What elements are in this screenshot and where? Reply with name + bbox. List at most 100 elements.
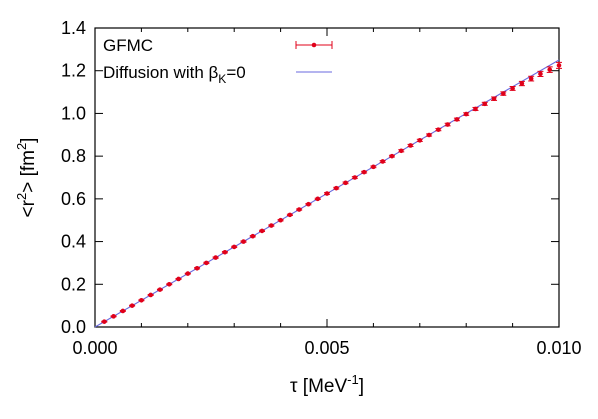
gfmc-marker (343, 180, 348, 186)
gfmc-point (194, 265, 201, 271)
gfmc-point (370, 164, 377, 170)
legend-entry-diffusion-label: Diffusion with βK=0 (103, 63, 246, 86)
gfmc-point (156, 287, 163, 292)
gfmc-point (147, 292, 154, 298)
gfmc-marker (176, 276, 181, 282)
gfmc-point (546, 66, 553, 73)
gfmc-marker (157, 287, 163, 292)
gfmc-point (101, 319, 108, 324)
gfmc-marker (315, 196, 321, 202)
gfmc-marker (148, 292, 153, 298)
gfmc-point (481, 101, 488, 107)
x-tick-label: 0.010 (536, 338, 581, 358)
gfmc-marker (333, 185, 339, 191)
gfmc-point (509, 86, 516, 91)
y-axis-label-sup: 2 (14, 193, 29, 200)
legend-entry-gfmc-label: GFMC (103, 36, 153, 55)
gfmc-point (500, 91, 507, 96)
gfmc-marker (241, 239, 246, 244)
y-tick-label: 0.0 (61, 317, 86, 337)
gfmc-marker (454, 117, 460, 122)
gfmc-point (212, 255, 219, 260)
x-tick-label: 0.000 (72, 338, 117, 358)
x-tick-label: 0.005 (304, 338, 349, 358)
gfmc-point (175, 276, 182, 282)
gfmc-point (231, 244, 238, 250)
gfmc-marker (436, 127, 441, 132)
tick-labels: 0.000 0.005 0.010 0.0 0.2 0.4 0.6 0.8 1.0 1.2 1.4 (61, 18, 582, 358)
legend-entry-gfmc-sample (295, 41, 333, 49)
gfmc-marker (287, 212, 293, 218)
x-axis-label-tail: ] (359, 376, 364, 397)
gfmc-marker (538, 71, 543, 77)
gfmc-point (361, 169, 368, 175)
gfmc-point (305, 201, 312, 207)
gfmc-marker (426, 132, 432, 138)
gfmc-point (203, 260, 210, 266)
gfmc-point (314, 196, 321, 202)
gfmc-marker (528, 76, 534, 81)
gfmc-marker (101, 319, 107, 324)
gfmc-point (379, 159, 386, 164)
gfmc-point (472, 106, 479, 112)
gfmc-point (388, 153, 395, 159)
gfmc-marker (222, 249, 228, 255)
gfmc-marker (482, 101, 488, 107)
gfmc-marker (491, 96, 497, 101)
gfmc-marker (306, 201, 311, 207)
gfmc-marker (463, 111, 469, 117)
gfmc-marker (389, 153, 395, 159)
gfmc-marker (129, 303, 135, 308)
gfmc-point (259, 228, 266, 234)
gfmc-marker (204, 260, 209, 266)
y-tick-label: 1.0 (61, 103, 86, 123)
y-tick-label: 0.8 (61, 146, 86, 166)
gfmc-marker (139, 298, 144, 303)
gfmc-marker (185, 271, 191, 276)
y-tick-label: 1.4 (61, 18, 86, 38)
gfmc-point (537, 70, 544, 77)
gfmc-marker (398, 148, 404, 154)
gfmc-marker (501, 91, 506, 96)
gfmc-marker (445, 122, 450, 127)
y-axis-label-sup2: 2 (14, 143, 29, 150)
y-tick-label: 0.6 (61, 189, 86, 209)
legend-entry-diffusion-tail: =0 (226, 63, 245, 82)
y-tick-label: 1.2 (61, 61, 86, 81)
gfmc-point (528, 75, 535, 82)
gfmc-point (342, 180, 349, 186)
gfmc-marker (324, 191, 330, 196)
legend-entry-diffusion-sub: K (218, 72, 226, 86)
gfmc-point (184, 271, 191, 276)
y-axis-label-mid: > [fm (18, 150, 39, 193)
gfmc-point (277, 217, 284, 223)
gfmc-point (444, 122, 451, 127)
gfmc-marker (352, 175, 358, 180)
y-tick-label: 0.2 (61, 274, 86, 294)
gfmc-marker (556, 63, 562, 68)
gfmc-point (398, 148, 405, 154)
gfmc-marker (371, 164, 376, 170)
legend-gfmc-marker (311, 42, 317, 48)
x-axis-label-base: τ [MeV (290, 376, 347, 397)
gfmc-point (166, 281, 173, 287)
gfmc-point (435, 127, 442, 132)
gfmc-point (119, 308, 126, 314)
gfmc-point (240, 239, 247, 244)
gfmc-marker (111, 314, 116, 319)
gfmc-marker (166, 281, 172, 287)
gfmc-marker (547, 67, 553, 72)
y-axis-label-base: <r (18, 199, 39, 217)
y-axis-label: <r2> [fm2] (14, 138, 39, 218)
gfmc-point (351, 175, 358, 180)
gfmc-point (407, 143, 414, 148)
y-tick-label: 0.4 (61, 232, 86, 252)
gfmc-marker (250, 233, 256, 239)
gfmc-marker (417, 138, 423, 143)
legend: GFMC Diffusion with βK=0 (103, 36, 333, 86)
gfmc-point (110, 314, 117, 319)
gfmc-marker (361, 169, 367, 175)
gfmc-marker (408, 143, 413, 148)
gfmc-point (518, 80, 525, 87)
